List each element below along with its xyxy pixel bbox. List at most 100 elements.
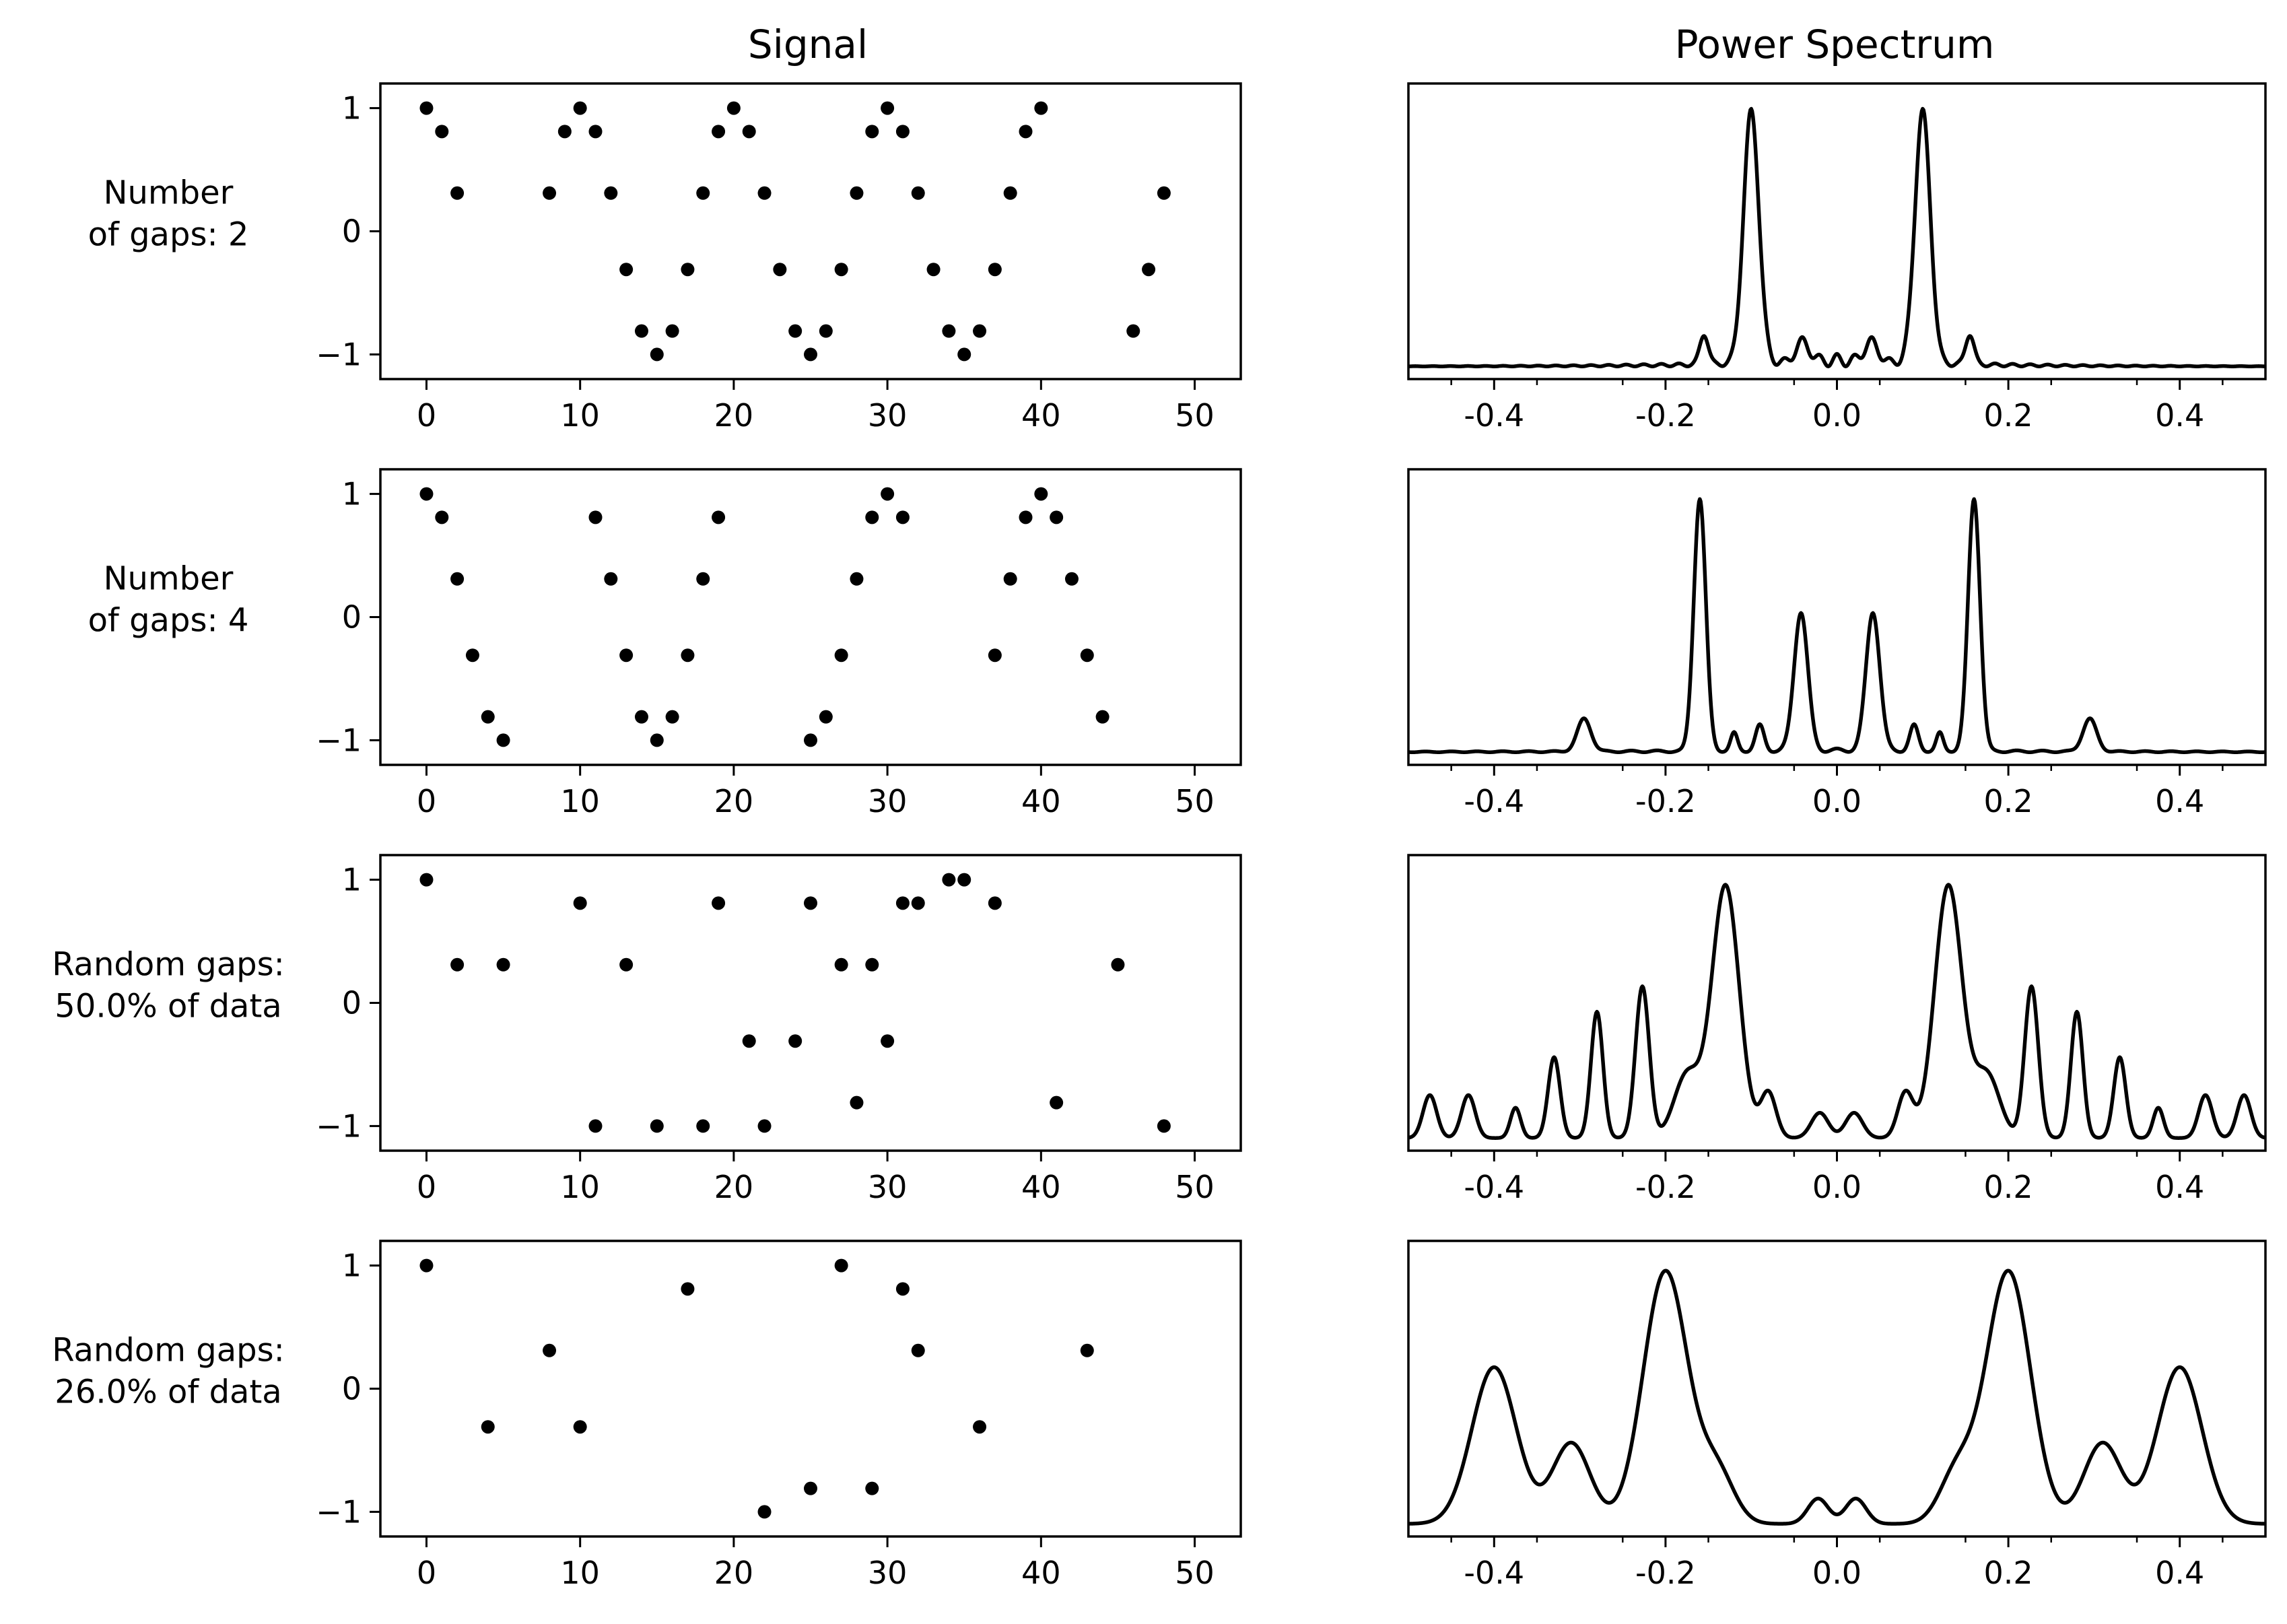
data-point (1064, 572, 1079, 586)
row-label: Random gaps: 50.0% of data (52, 946, 285, 1025)
y-tick-label: 0 (342, 213, 362, 250)
y-tick-label: −1 (316, 1108, 362, 1144)
signal-panel-3: Random gaps: 50.0% of data 0 10 20 30 40 50 −1 0 1 (52, 854, 1242, 1205)
spectrum-line (1408, 1268, 2265, 1526)
data-point (696, 572, 710, 586)
data-point (911, 896, 925, 910)
x-tick-label: 40 (1021, 1169, 1061, 1205)
x-tick-label: 20 (714, 1169, 754, 1205)
data-point (481, 710, 495, 724)
data-point (543, 186, 557, 200)
y-tick-label: 0 (342, 985, 362, 1021)
data-point (973, 1420, 987, 1434)
x-tick-label: 20 (714, 1555, 754, 1591)
x-tick-label: 0 (417, 397, 436, 434)
x-tick-label: 50 (1175, 1169, 1215, 1205)
row-label-line: Number (104, 560, 234, 598)
column-title-power-spectrum: Power Spectrum (1675, 22, 1995, 67)
data-point (773, 263, 787, 277)
data-point (757, 1119, 772, 1133)
data-point (543, 1343, 557, 1357)
data-point (881, 487, 895, 501)
y-tick-label: −1 (316, 722, 362, 758)
axes-frame (379, 468, 1242, 766)
x-tick-label: 50 (1175, 1555, 1215, 1591)
x-tick-label: 50 (1175, 397, 1215, 434)
signal-panel-2: Number of gaps: 4 0 10 20 30 40 50 −1 0 1 (88, 468, 1242, 819)
data-point (712, 896, 726, 910)
data-point (681, 1282, 695, 1296)
x-tick-label: 0 (417, 1169, 436, 1205)
column-title-signal: Signal (748, 22, 868, 67)
data-point (911, 1343, 925, 1357)
data-point (604, 572, 618, 586)
data-point (895, 125, 910, 139)
data-point (942, 873, 956, 887)
data-points (419, 873, 1171, 1133)
row-label-line: Random gaps: (52, 946, 285, 984)
data-point (804, 896, 817, 910)
data-point (419, 101, 434, 115)
data-point (665, 710, 679, 724)
data-point (788, 1034, 803, 1048)
data-point (726, 101, 741, 115)
row-label: Number of gaps: 4 (88, 560, 249, 640)
data-point (557, 125, 572, 139)
x-tick-label: 0.0 (1812, 1555, 1862, 1591)
data-point (1142, 263, 1156, 277)
x-tick-label: 10 (560, 1169, 600, 1205)
data-point (819, 324, 833, 338)
x-tick-label: 0.2 (1984, 1555, 2033, 1591)
data-point (834, 263, 848, 277)
x-tick-label: 30 (868, 1169, 908, 1205)
data-point (819, 710, 833, 724)
data-point (895, 510, 910, 525)
x-tick-label: -0.2 (1635, 1169, 1696, 1205)
data-point (588, 125, 603, 139)
x-tick-label: 0.4 (2155, 397, 2204, 434)
data-point (788, 324, 803, 338)
x-tick-label: 20 (714, 397, 754, 434)
data-point (681, 263, 695, 277)
data-point (634, 710, 648, 724)
data-point (696, 186, 710, 200)
data-point (419, 487, 434, 501)
row-label: Number of gaps: 2 (88, 174, 249, 254)
data-point (834, 957, 848, 972)
row-label-line: Number (104, 174, 234, 212)
data-point (1126, 324, 1140, 338)
x-tick-label: 0.0 (1812, 397, 1862, 434)
x-tick-label: 30 (868, 783, 908, 819)
y-tick-label: 0 (342, 1371, 362, 1407)
signal-panel-4: Random gaps: 26.0% of data 0 10 20 30 40 50 −1 0 1 (52, 1240, 1242, 1591)
y-tick-label: 1 (342, 1248, 362, 1284)
data-point (496, 957, 510, 972)
axes-frame (379, 82, 1242, 380)
data-point (1050, 510, 1064, 525)
data-point (604, 186, 618, 200)
data-point (435, 125, 449, 139)
data-point (988, 263, 1002, 277)
axes-frame (1407, 468, 2267, 766)
axes-frame (1407, 854, 2267, 1152)
row-label-line: of gaps: 2 (88, 216, 249, 254)
data-point (573, 101, 587, 115)
panels: Number of gaps: 20 10 20 30 40 50−101-0.4 -0.2 0… (52, 82, 2267, 1591)
data-point (588, 510, 603, 525)
data-point (1157, 1119, 1171, 1133)
y-tick-label: 1 (342, 90, 362, 127)
data-point (465, 648, 479, 663)
data-point (757, 186, 772, 200)
row-label: Random gaps: 26.0% of data (52, 1332, 285, 1411)
x-tick-label: 10 (560, 783, 600, 819)
data-point (834, 1258, 848, 1273)
axes-frame (379, 1240, 1242, 1538)
y-tick-label: 1 (342, 862, 362, 898)
data-point (1019, 510, 1033, 525)
data-point (988, 648, 1002, 663)
x-tick-label: 10 (560, 1555, 600, 1591)
x-tick-label: 40 (1021, 1555, 1061, 1591)
x-tick-label: 0.2 (1984, 397, 2033, 434)
spectrum-panel-4: -0.4 -0.2 0.0 0.2 0.4 (1407, 1240, 2267, 1591)
